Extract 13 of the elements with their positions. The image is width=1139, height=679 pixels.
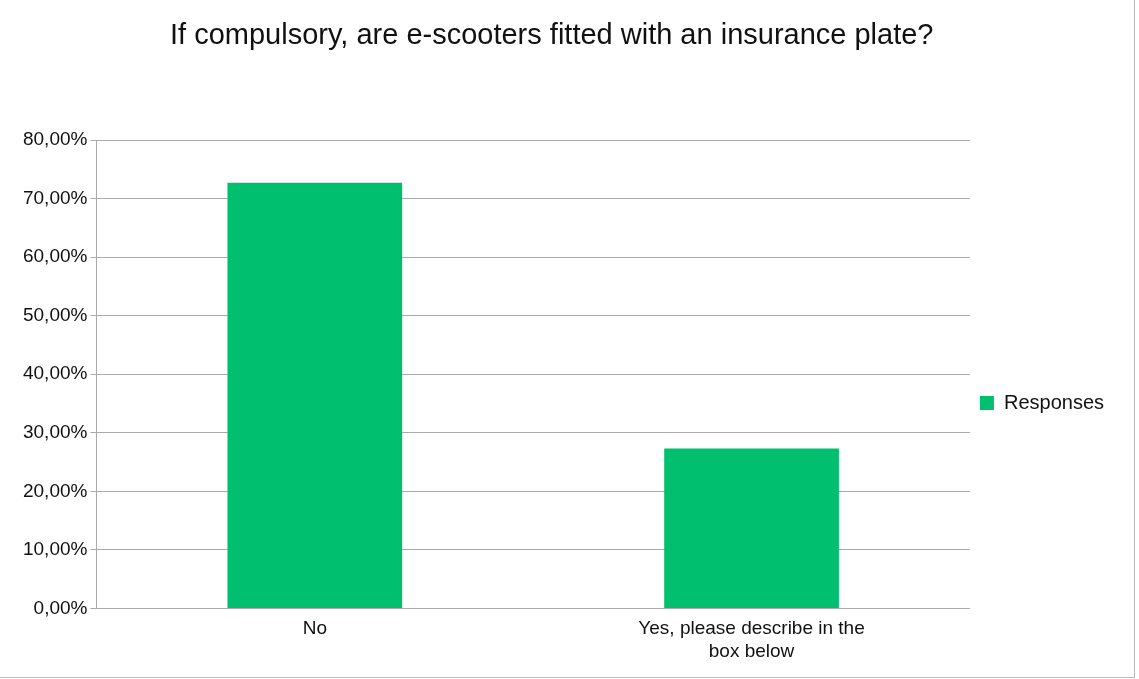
y-tick-label: 0,00% xyxy=(33,596,88,618)
y-tick-label: 70,00% xyxy=(22,186,88,208)
x-tick-label: Yes, please describe in the box below xyxy=(638,617,865,661)
legend-label: Responses xyxy=(1003,390,1104,413)
x-tick-label: No xyxy=(302,617,327,639)
y-tick-label: 60,00% xyxy=(22,245,88,267)
chart-title: If compulsory, are e-scooters fitted with an insurance plate? xyxy=(170,17,935,52)
y-tick-label: 40,00% xyxy=(22,362,88,384)
y-tick-label: 80,00% xyxy=(22,128,88,150)
y-tick-label: 20,00% xyxy=(22,479,88,501)
y-tick-label: 30,00% xyxy=(22,420,88,442)
y-tick-label: 50,00% xyxy=(22,303,88,325)
y-tick-label: 10,00% xyxy=(22,538,88,560)
